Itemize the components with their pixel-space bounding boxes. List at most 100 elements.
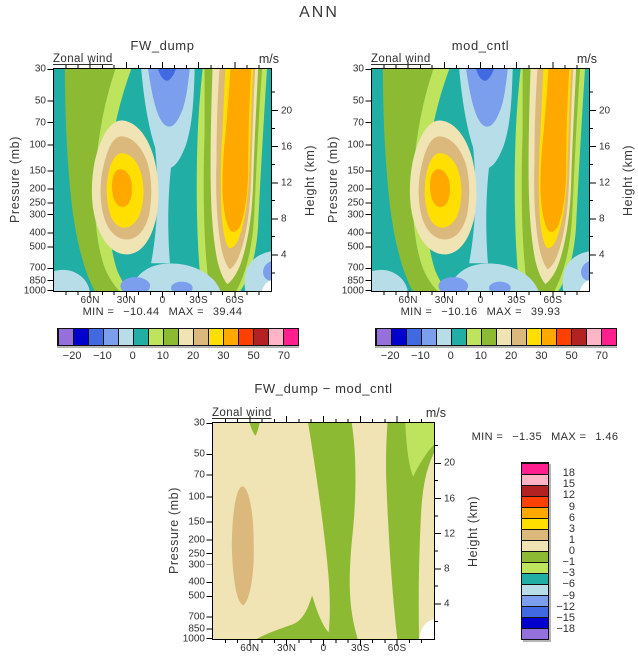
colorbar-label: 50: [247, 350, 260, 362]
pressure-tick-label: 30: [34, 63, 46, 75]
colorbar-cell: [268, 329, 283, 345]
colorbar-cell: [522, 485, 548, 496]
colorbar-label: −1: [562, 556, 575, 569]
colorbar-cell: [522, 617, 548, 628]
colorbar-label: 10: [156, 350, 169, 362]
colorbar-cell: [522, 595, 548, 606]
height-tick-label: 16: [444, 493, 456, 505]
colorbar-cell: [526, 329, 541, 345]
colorbar-cell: [522, 562, 548, 573]
height-axis-title: Height (km): [621, 144, 635, 216]
panel-fw-dump: Zonal wind m/s 30 50 70 100 150 200 250 300 400 5…: [8, 52, 317, 362]
latitude-tick-label: 60S: [225, 295, 245, 306]
colorbar-label: 15: [562, 478, 575, 491]
colorbar-cell: [406, 329, 421, 345]
colorbar-labels: 18 15 12 9 6 3 1 0 −1 −3 −6 −9 −12 −15 −18: [553, 462, 575, 640]
colorbar-label: 10: [474, 350, 487, 362]
latitude-tick-label: 60S: [387, 643, 407, 654]
colorbar-label: −20: [62, 350, 82, 362]
pressure-tick-label: 400: [188, 576, 205, 588]
pressure-tick-label: 700: [29, 262, 46, 274]
max-label: MAX =: [486, 306, 522, 318]
field-label: Zonal wind: [212, 407, 272, 419]
height-tick-labels: 20 16 12 8 4: [599, 69, 621, 291]
colorbar-cell: [391, 329, 406, 345]
stats-mod-cntl: MIN = −10.16 MAX = 39.93: [362, 306, 599, 318]
height-tick-label: 12: [444, 528, 456, 540]
colorbar-cell: [522, 463, 548, 474]
latitude-tick-label: 0: [320, 643, 327, 654]
latitude-tick-label: 60N: [240, 643, 260, 654]
pressure-tick-label: 100: [29, 139, 46, 151]
colorbar-label: 0: [129, 350, 136, 362]
contour-field-difference: [213, 423, 434, 639]
colorbar-label: 0: [447, 350, 454, 362]
colorbar-label: −12: [556, 600, 575, 613]
max-label: MAX =: [551, 431, 587, 443]
colorbar-label: −10: [411, 350, 430, 362]
panel-mod-cntl: Zonal wind m/s 30 50 70 100 150 200 250 300 400 5…: [326, 52, 635, 362]
colorbar-cell: [586, 329, 601, 345]
pressure-tick-label: 30: [352, 63, 364, 75]
colorbar-cell: [522, 540, 548, 551]
colorbar-label: 50: [565, 350, 578, 362]
colorbar-cell: [556, 329, 571, 345]
height-tick-label: 12: [599, 177, 611, 189]
min-label: MIN =: [82, 306, 115, 318]
colorbar-label: 18: [562, 467, 575, 480]
height-tick-label: 20: [281, 105, 293, 117]
axis-ticks-pressure: [365, 68, 373, 292]
colorbar-cells: [57, 328, 299, 346]
pressure-tick-label: 70: [34, 117, 46, 129]
latitude-tick-label: 60N: [398, 295, 418, 306]
height-axis-title: Height (km): [303, 144, 317, 216]
latitude-tick-label: 30S: [507, 295, 527, 306]
colorbar-label: 0: [568, 545, 575, 557]
colorbar-label: −9: [562, 589, 575, 602]
colorbar-label: −20: [380, 350, 400, 362]
axis-ticks-height: [270, 91, 279, 274]
axis-ticks-pressure: [206, 422, 214, 640]
max-value: 39.44: [212, 306, 243, 318]
height-tick-label: 16: [281, 141, 293, 153]
pressure-tick-label: 200: [29, 183, 46, 195]
pressure-tick-label: 70: [352, 117, 364, 129]
colorbar-cells: [521, 462, 549, 640]
height-tick-label: 20: [444, 457, 456, 469]
max-value: 39.93: [530, 306, 561, 318]
colorbar-cell: [481, 329, 496, 345]
latitude-tick-label: 30S: [350, 643, 370, 654]
colorbar-cell: [522, 628, 548, 639]
height-tick-label: 16: [599, 141, 611, 153]
pressure-tick-labels: 30 50 70 100 150 200 250 300 400 500 700 850 1000: [332, 64, 364, 297]
colorbar-label: −15: [556, 611, 575, 624]
min-value: −10.44: [123, 306, 160, 318]
pressure-tick-label: 500: [188, 590, 205, 602]
colorbar-cell: [58, 329, 73, 345]
min-value: −10.16: [441, 306, 478, 318]
height-tick-labels: 20 16 12 8 4: [444, 423, 466, 639]
pressure-axis-title: Pressure (mb): [8, 136, 22, 224]
pressure-axis-title: Pressure (mb): [167, 487, 181, 575]
height-tick-label: 4: [281, 249, 287, 261]
latitude-tick-labels: 60N 30N 0 30S 60S: [54, 295, 271, 307]
colorbar-cell: [522, 507, 548, 518]
colorbar-cell: [103, 329, 118, 345]
max-value: 1.46: [595, 431, 619, 443]
pressure-tick-label: 1000: [23, 285, 46, 297]
colorbar-cell: [88, 329, 103, 345]
pressure-tick-label: 70: [193, 469, 205, 481]
pressure-tick-label: 150: [188, 516, 205, 528]
height-tick-label: 8: [599, 213, 605, 225]
pressure-tick-label: 150: [347, 165, 364, 177]
latitude-tick-label: 0: [477, 295, 484, 306]
latitude-tick-label: 30N: [277, 643, 297, 654]
colorbar-cell: [73, 329, 88, 345]
latitude-tick-label: 30N: [434, 295, 454, 306]
colorbar-label: 30: [535, 350, 548, 362]
field-label: Zonal wind: [53, 53, 113, 65]
contour-field-mod-cntl: [372, 69, 589, 291]
colorbar-mod-cntl: −20 −10 0 10 20 30 50 70: [375, 328, 617, 362]
pressure-tick-label: 300: [29, 209, 46, 221]
